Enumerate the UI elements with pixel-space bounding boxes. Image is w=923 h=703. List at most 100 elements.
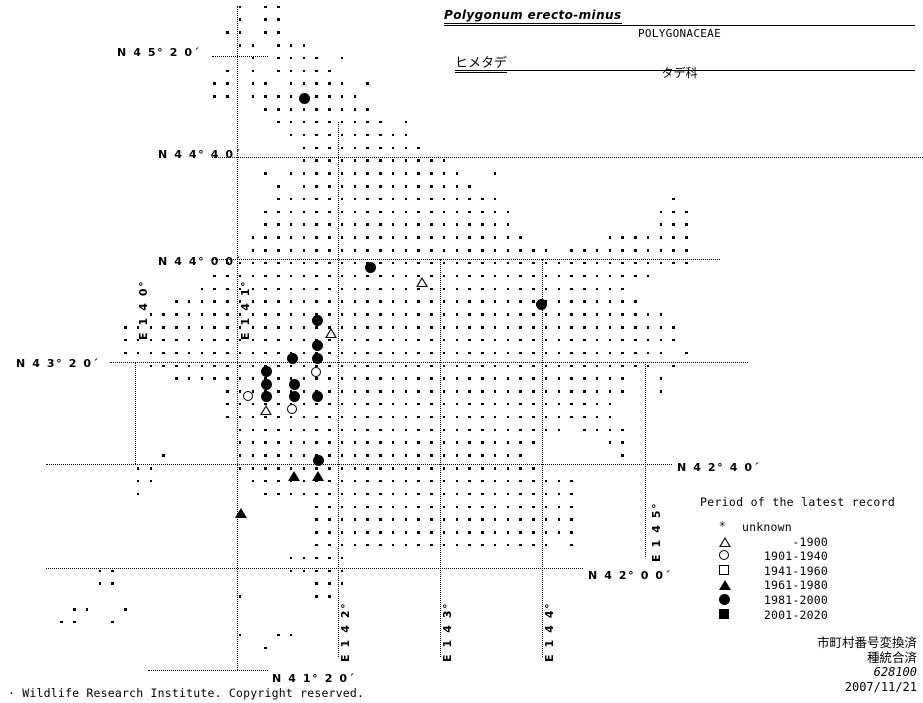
mesh-dot [646,313,650,316]
mesh-dot [315,236,318,239]
mesh-dot [391,300,395,303]
mesh-dot [251,364,255,368]
mesh-dot [570,543,573,547]
mesh-dot [646,351,650,355]
mesh-dot [391,261,395,265]
open-circle-icon [719,550,729,561]
longitude-gridline [135,362,136,464]
mesh-dot [136,351,140,355]
mesh-dot [481,326,484,329]
mesh-dot [570,351,573,355]
mesh-dot [238,415,242,419]
mesh-dot [595,261,599,265]
mesh-dot [353,274,357,278]
occurrence-symbol-filled-circle [260,365,272,377]
mesh-dot [493,402,497,406]
mesh-dot [328,236,331,239]
mesh-dot [366,390,369,393]
mesh-dot [200,364,204,368]
mesh-dot [328,108,331,111]
open-triangle-icon [719,536,731,547]
legend-symbol-asterisk: ✳ [718,518,732,533]
mesh-dot [468,300,471,303]
mesh-dot [391,185,395,188]
mesh-dot [302,326,306,329]
mesh-dot [442,326,446,329]
mesh-dot [404,223,408,226]
mesh-dot [277,633,280,637]
mesh-dot [481,415,484,419]
mesh-dot [544,402,548,406]
mesh-dot [251,82,255,85]
mesh-dot [391,236,395,239]
mesh-dot [238,287,242,291]
mesh-dot [226,377,229,380]
mesh-dot [570,390,573,393]
mesh-dot [302,82,306,85]
mesh-dot [328,556,331,560]
mesh-dot [175,300,178,303]
mesh-dot [226,402,229,406]
mesh-dot [328,402,331,406]
mesh-dot [481,313,484,316]
mesh-dot [353,236,357,239]
mesh-dot [289,236,293,239]
mesh-dot [493,223,497,226]
mesh-dot [289,633,293,637]
mesh-dot [366,479,369,483]
mesh-dot [481,518,484,521]
mesh-dot [379,377,382,380]
mesh-dot [506,505,510,509]
mesh-dot [187,351,191,355]
mesh-dot [506,326,510,329]
mesh-dot [200,338,204,342]
mesh-dot [277,18,280,21]
mesh-dot [608,428,612,432]
mesh-dot [264,428,267,432]
mesh-dot [532,326,535,329]
mesh-dot [583,274,586,278]
mesh-dot [442,249,446,252]
mesh-dot [200,377,204,380]
mesh-dot [315,595,318,598]
mesh-dot [379,428,382,432]
mesh-dot [634,261,637,265]
mesh-dot [238,31,242,34]
mesh-dot [328,223,331,226]
mesh-dot [455,441,459,444]
mesh-dot [353,415,357,419]
mesh-dot [442,197,446,201]
mesh-dot [340,236,344,239]
mesh-dot [379,402,382,406]
mesh-dot [379,120,382,124]
mesh-dot [340,428,344,432]
mesh-dot [417,172,420,175]
mesh-dot [328,261,331,265]
mesh-dot [404,249,408,252]
mesh-dot [289,338,293,342]
mesh-dot [481,210,484,214]
legend-label: 2001-2020 [763,607,828,622]
mesh-dot [213,82,216,85]
mesh-dot [455,364,459,368]
mesh-dot [353,172,357,175]
mesh-dot [277,108,280,111]
mesh-dot [289,197,293,201]
mesh-dot [404,415,408,419]
mesh-dot [379,364,382,368]
mesh-dot [506,249,510,252]
mesh-dot [289,95,293,98]
mesh-dot [455,300,459,303]
mesh-dot [417,505,420,509]
mesh-dot [544,415,548,419]
mesh-dot [340,390,344,393]
mesh-dot [519,351,522,355]
mesh-dot [277,467,280,470]
mesh-dot [379,300,382,303]
mesh-dot [430,492,433,496]
mesh-dot [404,146,408,150]
mesh-dot [519,467,522,470]
mesh-dot [608,236,612,239]
mesh-dot [481,505,484,509]
mesh-dot [98,582,102,585]
